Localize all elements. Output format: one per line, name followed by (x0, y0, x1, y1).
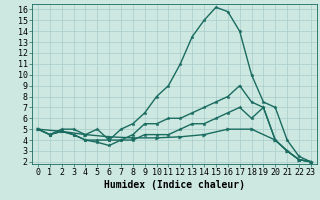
X-axis label: Humidex (Indice chaleur): Humidex (Indice chaleur) (104, 180, 245, 190)
